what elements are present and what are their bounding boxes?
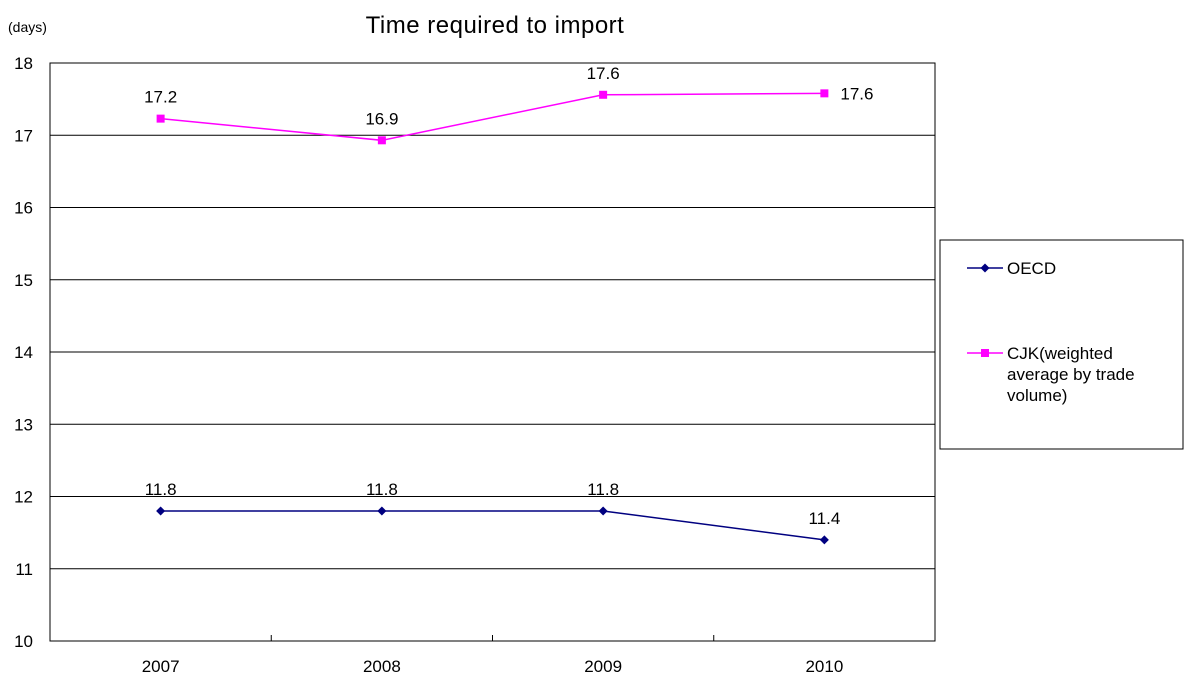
x-tick-label: 2008 [363,657,401,676]
x-axis-ticks: 2007 2008 2009 2010 [142,635,843,676]
legend-label: OECD [1007,259,1056,278]
legend-box [939,239,1184,450]
series-line [160,92,825,142]
series-layer: 11.8 11.8 11.8 11.4 17.2 16.9 17.6 17.6 [144,64,873,545]
y-tick-label: 18 [14,54,33,73]
data-point-marker [598,506,608,516]
y-tick-label: 10 [14,632,33,651]
y-tick-label: 14 [14,343,33,362]
chart-title: Time required to import [366,12,625,39]
data-point-marker [377,506,387,516]
y-tick-label: 11 [15,560,33,579]
data-point-marker [156,114,165,123]
x-tick-label: 2009 [584,657,622,676]
series-cjk: 17.2 16.9 17.6 17.6 [144,64,873,145]
legend-item-cjk: CJK(weighted average by trade volume) [967,344,1135,405]
gridlines [50,134,935,570]
data-label: 11.8 [587,480,619,499]
data-label: 11.8 [145,480,177,499]
legend-label: volume) [1007,386,1067,405]
x-tick-label: 2007 [142,657,180,676]
series-oecd: 11.8 11.8 11.8 11.4 [145,480,840,545]
data-point-marker [377,136,386,145]
y-unit-label: (days) [8,19,47,35]
legend-label: CJK(weighted [1007,344,1113,363]
data-label: 17.6 [587,64,620,83]
data-point-marker [599,90,608,99]
legend-marker [981,349,989,357]
legend: OECD CJK(weighted average by trade volume) [939,239,1184,450]
legend-item-oecd: OECD [967,259,1056,278]
data-label: 17.6 [840,84,873,103]
data-label: 17.2 [144,88,177,107]
legend-label: average by trade [1007,365,1135,384]
series-line [160,510,825,541]
y-tick-label: 13 [14,415,33,434]
y-tick-label: 16 [14,199,33,218]
data-point-marker [820,89,829,98]
y-tick-label: 17 [14,126,33,145]
y-tick-label: 12 [14,488,33,507]
data-label: 11.4 [808,509,840,528]
y-axis-ticks: 10 11 12 13 14 15 16 17 18 [14,54,33,651]
legend-marker [980,263,990,273]
data-point-marker [819,535,829,545]
data-label: 16.9 [365,109,398,128]
data-point-marker [156,506,166,516]
y-tick-label: 15 [14,271,33,290]
x-tick-label: 2010 [805,657,843,676]
data-label: 11.8 [366,480,398,499]
